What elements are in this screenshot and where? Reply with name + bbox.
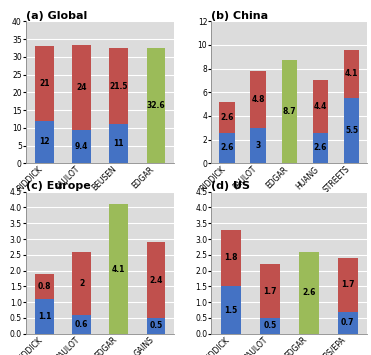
Text: 2: 2 <box>79 279 84 288</box>
Text: 32.6: 32.6 <box>147 101 165 110</box>
Bar <box>221 230 241 286</box>
Bar <box>219 132 235 163</box>
Text: 0.5: 0.5 <box>149 321 162 330</box>
Text: 2.6: 2.6 <box>220 143 234 152</box>
Bar <box>147 318 165 334</box>
Text: 4.1: 4.1 <box>345 70 358 78</box>
Bar <box>282 60 297 163</box>
Bar <box>260 318 280 334</box>
Bar <box>72 315 91 334</box>
Text: 0.7: 0.7 <box>341 318 355 327</box>
Text: 2.4: 2.4 <box>149 275 162 285</box>
Bar <box>344 98 359 163</box>
Text: 4.8: 4.8 <box>252 95 265 104</box>
Text: 24: 24 <box>76 83 87 92</box>
Text: (a) Global: (a) Global <box>26 11 87 21</box>
Bar <box>219 102 235 132</box>
Text: 1.7: 1.7 <box>341 280 355 289</box>
Text: 8.7: 8.7 <box>283 107 296 116</box>
Bar <box>72 130 91 163</box>
Bar <box>35 46 54 121</box>
Text: 3: 3 <box>256 141 261 150</box>
Text: 1.5: 1.5 <box>224 306 237 315</box>
Text: 11: 11 <box>114 139 124 148</box>
Text: (c) Europe: (c) Europe <box>26 181 91 191</box>
Text: (b) China: (b) China <box>211 11 269 21</box>
Text: 2.6: 2.6 <box>220 113 234 122</box>
Text: 1.7: 1.7 <box>263 286 277 296</box>
Bar <box>35 299 54 334</box>
Bar <box>109 204 128 334</box>
Bar <box>313 81 328 132</box>
Bar <box>72 252 91 315</box>
Text: 4.4: 4.4 <box>314 102 327 111</box>
Text: 1.1: 1.1 <box>38 312 51 321</box>
Bar <box>260 264 280 318</box>
Text: (d) US: (d) US <box>211 181 250 191</box>
Bar <box>313 132 328 163</box>
Text: 4.1: 4.1 <box>112 264 125 273</box>
Text: 12: 12 <box>39 137 50 147</box>
Text: 9.4: 9.4 <box>75 142 88 151</box>
Bar <box>35 121 54 163</box>
Text: 2.6: 2.6 <box>302 288 316 297</box>
Bar <box>147 242 165 318</box>
Bar <box>250 128 266 163</box>
Text: 0.6: 0.6 <box>75 320 88 329</box>
Bar <box>338 312 358 334</box>
Bar <box>344 50 359 98</box>
Text: 0.8: 0.8 <box>38 282 51 291</box>
Bar <box>221 286 241 334</box>
Text: 21: 21 <box>39 79 50 88</box>
Bar <box>109 48 128 124</box>
Text: 5.5: 5.5 <box>345 126 358 135</box>
Bar <box>109 124 128 163</box>
Bar <box>299 252 319 334</box>
Bar <box>338 258 358 312</box>
Bar <box>72 45 91 130</box>
Text: 0.5: 0.5 <box>263 321 276 330</box>
Text: 21.5: 21.5 <box>109 82 128 91</box>
Bar <box>147 48 165 163</box>
Bar <box>35 274 54 299</box>
Text: 1.8: 1.8 <box>224 253 238 262</box>
Bar <box>250 71 266 128</box>
Text: 2.6: 2.6 <box>314 143 327 152</box>
